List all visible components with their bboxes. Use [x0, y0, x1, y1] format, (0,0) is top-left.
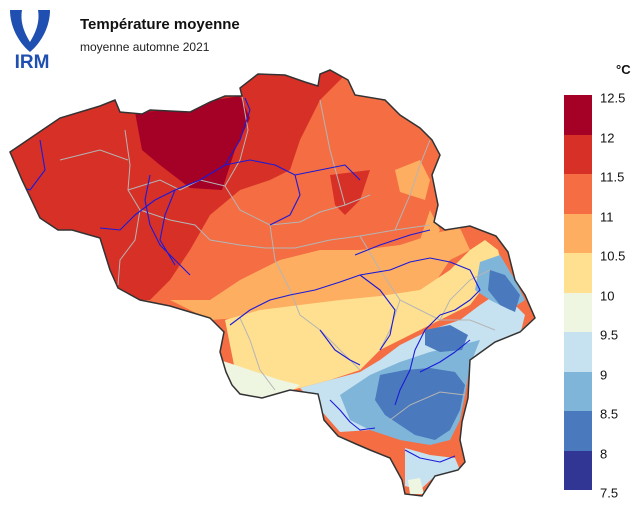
legend-label: 9.5 — [600, 327, 619, 343]
legend-swatch — [564, 174, 592, 214]
legend-swatch — [564, 95, 592, 135]
map-subtitle: moyenne automne 2021 — [80, 40, 210, 54]
legend-swatch — [564, 134, 592, 174]
rivers — [14, 97, 481, 463]
legend-swatch — [564, 332, 592, 372]
legend-label: 11.5 — [600, 169, 625, 185]
legend-label: 10.5 — [600, 248, 626, 264]
irm-logo: IRM — [6, 8, 58, 73]
legend-swatch — [564, 253, 592, 293]
legend-bar — [564, 95, 592, 490]
zone-12-12.5 — [135, 96, 250, 190]
logo-text: IRM — [15, 52, 50, 70]
legend-swatch — [564, 213, 592, 253]
legend-label: 8.5 — [600, 406, 619, 422]
legend-label: 8 — [600, 446, 608, 461]
legend-swatch — [564, 411, 592, 451]
legend-label: 9 — [600, 367, 608, 382]
admin-boundaries — [59, 95, 496, 421]
color-legend: °C 12.5 12 11.5 11 10.5 10 9.5 9 8.5 8 7… — [564, 60, 640, 501]
map-title: Température moyenne — [80, 16, 240, 33]
legend-label: 7.5 — [600, 485, 619, 501]
zone-10-10.5 — [225, 240, 505, 395]
legend-label: 11 — [600, 209, 614, 224]
legend-label: 12.5 — [600, 90, 626, 106]
temperature-zones — [10, 70, 535, 496]
zone-8-8.5 — [375, 368, 465, 440]
legend-swatch — [564, 292, 592, 332]
legend-unit: °C — [616, 62, 631, 77]
legend-label: 12 — [600, 130, 615, 145]
legend-swatch — [564, 450, 592, 490]
legend-label: 10 — [600, 288, 615, 303]
legend-swatch — [564, 371, 592, 411]
